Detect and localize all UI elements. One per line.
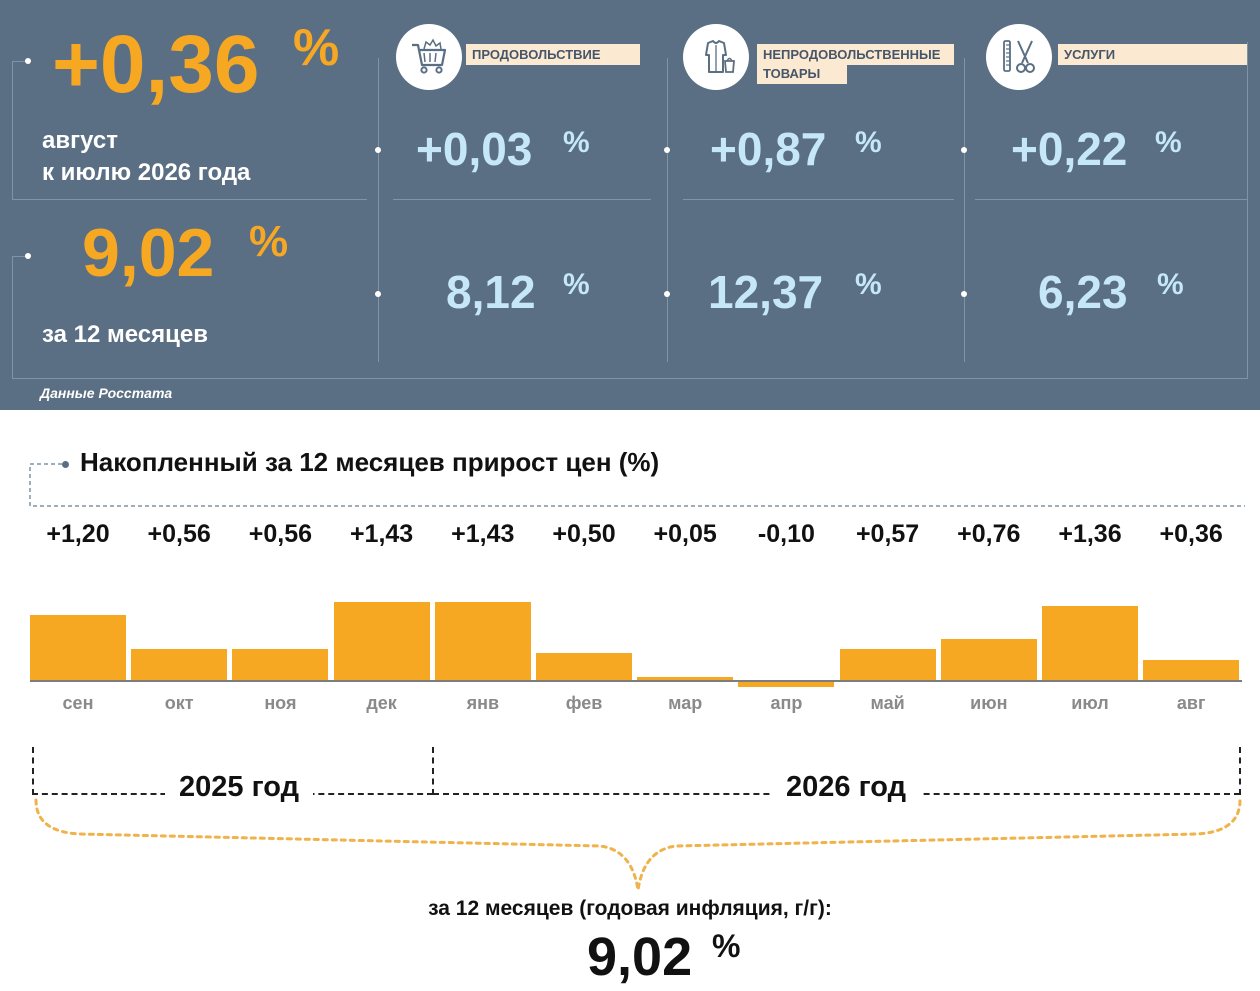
month-label: июн xyxy=(970,693,1008,713)
marker-dot xyxy=(375,147,381,153)
bar-8 xyxy=(839,648,936,680)
year-inflation-value: 9,02 xyxy=(82,215,215,291)
shopping-cart-icon xyxy=(396,24,462,90)
frame-line xyxy=(964,58,965,362)
category-label-nonfood-line2: ТОВАРЫ xyxy=(757,63,847,84)
frame-line xyxy=(12,256,13,378)
food-year-pct: % xyxy=(563,268,590,301)
frame-line xyxy=(975,199,1248,200)
marker-dot xyxy=(961,291,967,297)
frame-line xyxy=(667,58,668,362)
marker-dot xyxy=(664,291,670,297)
bar-value-label: +0,50 xyxy=(552,520,616,548)
year-divider-middle xyxy=(432,747,434,795)
bar-2 xyxy=(232,649,329,680)
month-label: дек xyxy=(366,693,397,713)
category-label-nonfood: НЕПРОДОВОЛЬСТВЕННЫЕ xyxy=(757,44,954,65)
scissors-comb-icon xyxy=(986,24,1052,90)
nonfood-month-value: +0,87 xyxy=(710,123,827,175)
nonfood-year-pct: % xyxy=(855,268,882,301)
bar-3 xyxy=(333,602,430,680)
bar-value-label: +1,36 xyxy=(1058,520,1122,548)
bar-1 xyxy=(131,649,228,680)
frame-line xyxy=(12,256,28,257)
year-label-2026: 2026 год xyxy=(772,771,921,804)
month-label: авг xyxy=(1176,693,1206,713)
month-label: апр xyxy=(770,693,803,713)
chart-title: Накопленный за 12 месяцев прирост цен (%… xyxy=(80,447,660,477)
bar-6 xyxy=(637,677,734,680)
frame-line xyxy=(12,378,1248,379)
summary-panel: +0,36 % август к июлю 2026 года 9,02 % з… xyxy=(0,0,1260,410)
annual-inflation-pct: % xyxy=(712,928,741,964)
services-year-value: 6,23 xyxy=(1038,266,1128,318)
month-caption-line2: к июлю 2026 года xyxy=(42,159,251,186)
category-label-food: ПРОДОВОЛЬСТВИЕ xyxy=(466,44,640,65)
month-inflation-pct: % xyxy=(293,19,340,77)
nonfood-month-pct: % xyxy=(855,126,882,159)
food-month-value: +0,03 xyxy=(416,123,533,175)
frame-line xyxy=(12,61,28,62)
chart-title-dot xyxy=(62,461,69,468)
month-caption-line1: август xyxy=(42,127,118,154)
month-label: сен xyxy=(62,693,94,713)
frame-line xyxy=(378,58,379,362)
bar-4 xyxy=(434,602,531,680)
chart-baseline xyxy=(30,680,1242,682)
category-label-services: УСЛУГИ xyxy=(1058,44,1247,65)
frame-line xyxy=(393,199,651,200)
bar-value-label: +0,56 xyxy=(248,520,313,548)
bar-value-label: +0,56 xyxy=(147,520,211,548)
frame-line xyxy=(12,199,367,200)
food-month-pct: % xyxy=(563,126,590,159)
bar-11 xyxy=(1143,660,1240,680)
marker-dot xyxy=(25,253,31,259)
bar-value-label: +1,43 xyxy=(451,520,515,548)
bar-10 xyxy=(1042,605,1138,680)
bar-value-label: +0,76 xyxy=(957,520,1021,548)
marker-dot xyxy=(25,58,31,64)
month-label: май xyxy=(870,693,905,713)
month-label: янв xyxy=(466,693,500,713)
nonfood-year-value: 12,37 xyxy=(708,266,824,318)
bar-7 xyxy=(738,682,835,688)
bar-9 xyxy=(940,638,1037,680)
bar-0 xyxy=(30,614,126,680)
food-year-value: 8,12 xyxy=(446,266,536,318)
month-label: окт xyxy=(164,693,194,713)
month-label: мар xyxy=(668,693,703,713)
annual-inflation-caption: за 12 месяцев (годовая инфляция, г/г): xyxy=(428,897,832,920)
year-divider-right xyxy=(1239,747,1241,795)
month-inflation-value: +0,36 xyxy=(52,19,260,110)
month-label: фев xyxy=(565,693,603,713)
bar-value-label: -0,10 xyxy=(757,520,815,548)
marker-dot xyxy=(375,291,381,297)
bar-value-label: +0,36 xyxy=(1159,520,1223,548)
year-divider-left xyxy=(32,747,34,795)
services-year-pct: % xyxy=(1157,268,1184,301)
year-label-2025: 2025 год xyxy=(165,771,314,804)
year-inflation-pct: % xyxy=(249,217,289,266)
bar-value-label: +1,20 xyxy=(46,520,110,548)
frame-line xyxy=(1247,42,1248,378)
services-month-value: +0,22 xyxy=(1011,123,1128,175)
services-month-pct: % xyxy=(1155,126,1182,159)
month-label: ноя xyxy=(264,693,297,713)
year-caption: за 12 месяцев xyxy=(42,321,208,348)
month-label: июл xyxy=(1071,693,1109,713)
marker-dot xyxy=(664,147,670,153)
marker-dot xyxy=(961,147,967,153)
clothing-icon xyxy=(683,24,749,90)
frame-line xyxy=(12,61,13,199)
frame-line xyxy=(683,199,954,200)
source-note: Данные Росстата xyxy=(40,385,173,401)
bar-value-label: +1,43 xyxy=(349,520,414,548)
bar-5 xyxy=(536,652,632,680)
bar-value-label: +0,57 xyxy=(855,520,920,548)
annual-inflation-value: 9,02 xyxy=(587,927,693,987)
bar-value-label: +0,05 xyxy=(653,520,717,548)
